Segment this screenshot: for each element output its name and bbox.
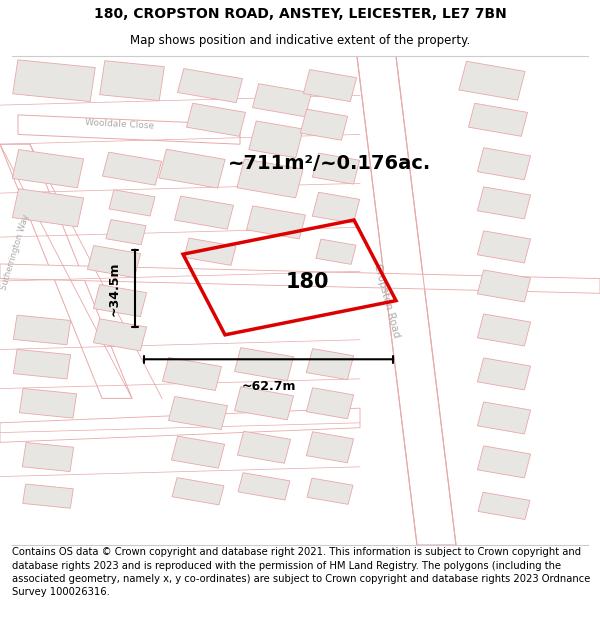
Text: Wooldale Close: Wooldale Close [85, 118, 155, 131]
Polygon shape [175, 196, 233, 229]
Polygon shape [307, 388, 353, 419]
Text: ~62.7m: ~62.7m [241, 379, 296, 392]
Polygon shape [253, 84, 311, 117]
Polygon shape [163, 357, 221, 391]
Text: ~711m²/~0.176ac.: ~711m²/~0.176ac. [228, 154, 431, 173]
Polygon shape [357, 56, 456, 545]
Polygon shape [13, 60, 95, 101]
Polygon shape [478, 492, 530, 519]
Polygon shape [307, 478, 353, 504]
Polygon shape [22, 442, 74, 471]
Polygon shape [304, 69, 356, 102]
Polygon shape [478, 270, 530, 302]
Polygon shape [18, 115, 240, 144]
Text: Sutherrington Way: Sutherrington Way [0, 213, 31, 291]
Polygon shape [235, 387, 293, 420]
Polygon shape [13, 349, 71, 379]
Polygon shape [13, 149, 83, 188]
Polygon shape [0, 264, 600, 293]
Polygon shape [478, 187, 530, 219]
Polygon shape [23, 484, 73, 508]
Polygon shape [94, 319, 146, 351]
Polygon shape [169, 396, 227, 429]
Polygon shape [172, 436, 224, 468]
Polygon shape [459, 61, 525, 100]
Polygon shape [316, 239, 356, 264]
Polygon shape [478, 148, 530, 180]
Text: ~34.5m: ~34.5m [107, 261, 121, 316]
Polygon shape [478, 446, 530, 478]
Polygon shape [103, 152, 161, 185]
Polygon shape [0, 144, 132, 398]
Polygon shape [0, 408, 360, 442]
Polygon shape [178, 69, 242, 102]
Polygon shape [478, 231, 530, 263]
Polygon shape [159, 149, 225, 188]
Polygon shape [13, 189, 83, 227]
Polygon shape [478, 314, 530, 346]
Polygon shape [109, 190, 155, 216]
Polygon shape [100, 61, 164, 101]
Polygon shape [94, 284, 146, 317]
Polygon shape [313, 153, 359, 184]
Text: Cropston Road: Cropston Road [372, 262, 402, 339]
Polygon shape [187, 103, 245, 136]
Polygon shape [238, 431, 290, 463]
Polygon shape [478, 358, 530, 390]
Polygon shape [247, 206, 305, 239]
Polygon shape [184, 238, 236, 266]
Polygon shape [301, 109, 347, 140]
Polygon shape [469, 103, 527, 136]
Text: Map shows position and indicative extent of the property.: Map shows position and indicative extent… [130, 34, 470, 47]
Polygon shape [237, 159, 303, 198]
Polygon shape [307, 349, 353, 379]
Polygon shape [19, 389, 77, 418]
Polygon shape [307, 432, 353, 462]
Polygon shape [313, 192, 359, 223]
Polygon shape [478, 402, 530, 434]
Polygon shape [249, 121, 303, 158]
Text: Contains OS data © Crown copyright and database right 2021. This information is : Contains OS data © Crown copyright and d… [12, 548, 590, 597]
Text: 180, CROPSTON ROAD, ANSTEY, LEICESTER, LE7 7BN: 180, CROPSTON ROAD, ANSTEY, LEICESTER, L… [94, 7, 506, 21]
Polygon shape [172, 478, 224, 505]
Polygon shape [88, 246, 140, 278]
Polygon shape [235, 348, 293, 381]
Polygon shape [106, 219, 146, 245]
Polygon shape [13, 315, 71, 345]
Polygon shape [238, 472, 290, 500]
Text: 180: 180 [286, 272, 329, 292]
